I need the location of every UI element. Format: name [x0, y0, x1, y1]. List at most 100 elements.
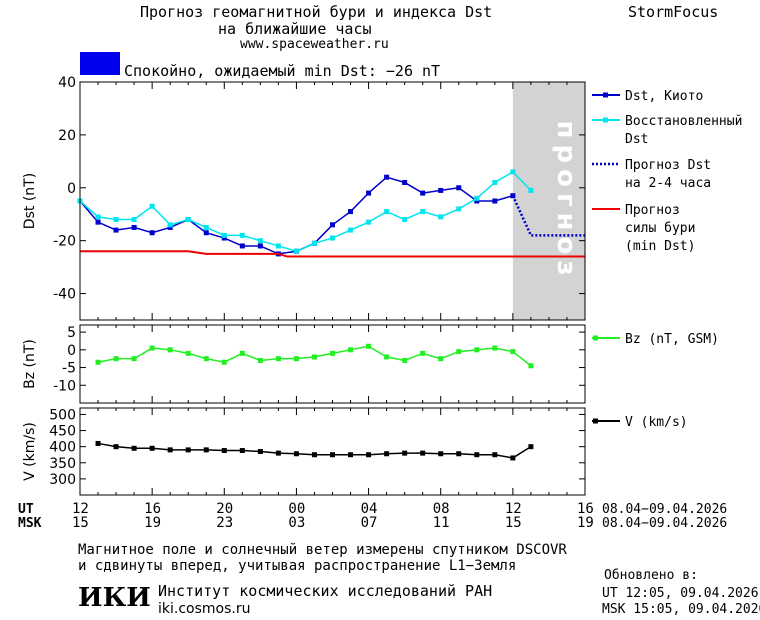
- y-tick-label: -40: [53, 287, 76, 303]
- data-point-1-0: [167, 347, 173, 353]
- y-tick-label: 300: [49, 472, 76, 488]
- y-tick-label: -20: [53, 234, 76, 250]
- data-point-2-0: [402, 450, 408, 456]
- panel-frame-1: [79, 324, 586, 404]
- legend-label: Bz (nT, GSM): [625, 332, 719, 347]
- data-point-1-0: [510, 349, 516, 355]
- legend-label: Прогноз Dst: [625, 158, 711, 173]
- data-point-0-0: [438, 187, 444, 193]
- y-tick-label: 400: [49, 440, 76, 456]
- data-point-0-1: [528, 187, 534, 193]
- data-point-2-0: [510, 455, 516, 461]
- data-point-1-0: [221, 359, 227, 365]
- status-text: Спокойно, ожидаемый min Dst: −26 nT: [124, 62, 441, 80]
- data-point-0-0: [348, 209, 354, 215]
- series-line-0-3: [80, 250, 585, 258]
- forecast-zone: [512, 82, 585, 320]
- data-point-0-0: [239, 243, 245, 249]
- page-title: Прогноз геомагнитной бури и индекса Dst: [140, 3, 493, 21]
- y-tick-label: 0: [67, 181, 76, 197]
- legend-label: силы бури: [625, 221, 695, 236]
- data-point-0-0: [492, 198, 498, 204]
- data-point-0-0: [95, 219, 101, 225]
- msk-tick-label: 19: [577, 515, 594, 531]
- data-point-0-1: [131, 217, 137, 223]
- site-url: www.spaceweather.ru: [240, 37, 389, 52]
- ut-axis-label: UT: [18, 502, 34, 517]
- data-point-0-0: [330, 222, 335, 228]
- data-point-0-0: [456, 185, 462, 191]
- data-point-0-1: [438, 214, 444, 220]
- data-point-1-0: [113, 356, 119, 362]
- ut-tick-label: 04: [360, 501, 378, 517]
- series-line-0-0: [79, 176, 514, 255]
- data-point-1-0: [149, 345, 155, 351]
- y-tick-label: 500: [49, 407, 76, 423]
- data-point-0-0: [131, 224, 137, 230]
- data-point-1-0: [402, 357, 408, 363]
- y-axis-label: Dst (nT): [22, 173, 38, 229]
- data-point-1-0: [311, 354, 317, 360]
- legend-label: Dst: [625, 132, 648, 147]
- instrument-note-line2: и сдвинуты вперед, учитывая распростране…: [78, 558, 517, 574]
- legend-label: Прогноз: [625, 203, 680, 218]
- updated-label: Обновлено в:: [604, 568, 698, 583]
- brand-name: StormFocus: [628, 3, 719, 21]
- data-point-1-0: [293, 356, 299, 362]
- data-point-2-0: [239, 448, 245, 454]
- ut-tick-label: 00: [288, 501, 306, 517]
- updated-ut: UT 12:05, 09.04.2026: [602, 586, 759, 601]
- data-point-2-0: [203, 447, 209, 453]
- data-point-2-0: [348, 452, 354, 458]
- ut-tick-label: 12: [72, 501, 89, 517]
- data-point-2-0: [293, 451, 299, 457]
- legend-label: Восстановленный: [625, 114, 742, 129]
- data-point-2-0: [185, 447, 191, 453]
- instrument-note-line1: Магнитное поле и солнечный ветер измерен…: [78, 542, 567, 558]
- data-point-2-0: [456, 451, 462, 457]
- y-tick-label: 20: [58, 128, 76, 144]
- data-point-0-1: [221, 232, 227, 238]
- legend-label: (min Dst): [625, 239, 695, 254]
- data-point-0-0: [257, 243, 263, 249]
- data-point-1-0: [203, 356, 209, 362]
- data-point-2-0: [528, 444, 534, 450]
- data-point-1-0: [420, 350, 426, 356]
- y-tick-label: 40: [58, 75, 76, 91]
- data-point-0-1: [456, 206, 462, 212]
- data-point-0-1: [257, 238, 263, 244]
- y-tick-label: 5: [67, 325, 76, 341]
- series-line-0-2: [511, 195, 585, 237]
- data-point-0-1: [293, 248, 299, 254]
- data-point-0-0: [384, 174, 390, 180]
- data-point-0-0: [167, 224, 173, 230]
- y-tick-label: 450: [49, 424, 76, 440]
- y-tick-label: -5: [62, 361, 76, 377]
- data-point-2-0: [149, 445, 155, 451]
- data-point-0-0: [366, 190, 372, 196]
- data-point-0-1: [492, 179, 498, 185]
- data-point-0-0: [113, 227, 119, 233]
- data-point-0-1: [113, 217, 119, 223]
- data-point-2-0: [131, 445, 137, 451]
- panel-frame-2: [79, 407, 586, 496]
- data-point-1-0: [456, 349, 462, 355]
- data-point-2-0: [474, 452, 480, 458]
- data-point-2-0: [438, 451, 444, 457]
- data-point-1-0: [474, 347, 480, 353]
- forecast-zone-label: прогноз: [551, 121, 581, 282]
- ut-tick-label: 08: [432, 501, 450, 517]
- data-point-1-0: [131, 356, 137, 362]
- data-point-1-0: [330, 350, 335, 356]
- data-point-0-1: [149, 203, 155, 209]
- data-point-0-1: [366, 219, 372, 225]
- data-point-1-0: [384, 354, 390, 360]
- institute-name: Институт космических исследований РАН: [158, 582, 493, 600]
- data-point-0-1: [384, 209, 390, 215]
- data-point-2-0: [275, 450, 281, 456]
- data-point-0-1: [402, 217, 408, 223]
- msk-tick-label: 03: [288, 515, 306, 531]
- legend-marker: [603, 117, 608, 123]
- data-point-0-1: [311, 240, 317, 246]
